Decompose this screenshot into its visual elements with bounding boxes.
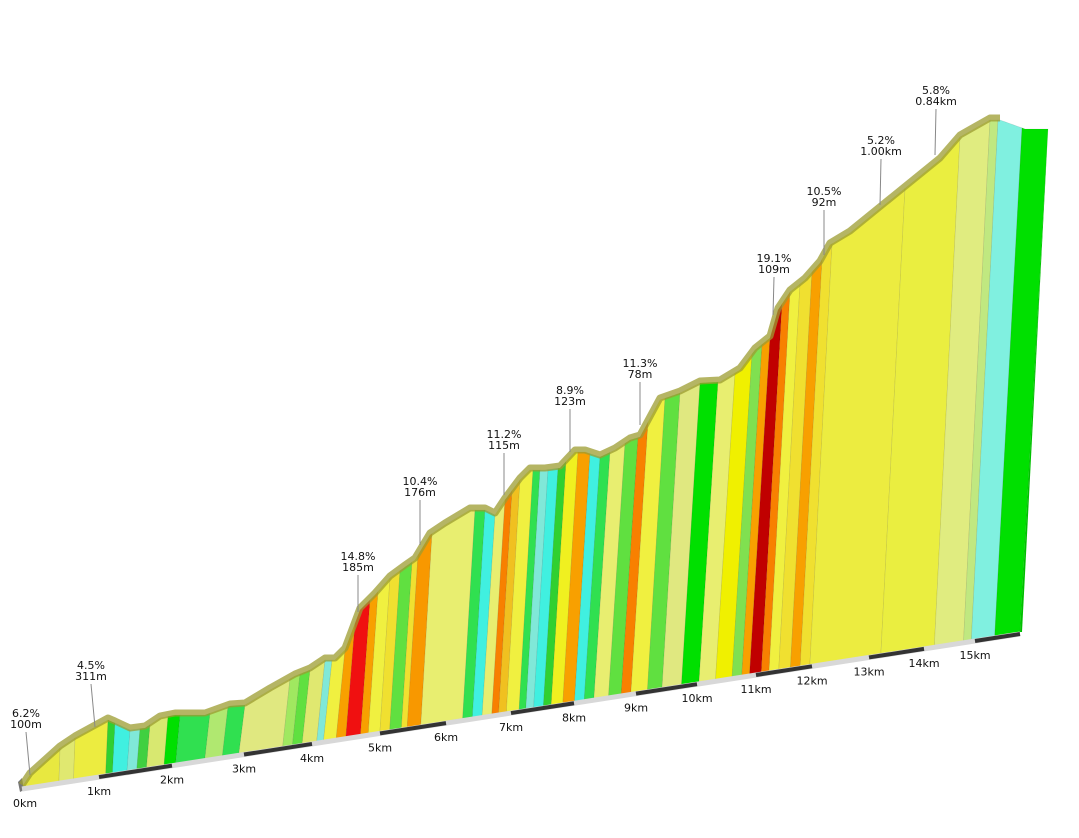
x-tick-label: 8km bbox=[562, 711, 586, 724]
axis-km-band bbox=[974, 632, 1021, 643]
annotation: 11.2%115m bbox=[487, 428, 522, 495]
x-tick-label: 5km bbox=[368, 741, 392, 754]
axis-km-band bbox=[868, 646, 925, 660]
annotation-gradient: 19.1% bbox=[757, 252, 792, 265]
x-tick-label: 13km bbox=[853, 665, 884, 678]
annotation-length: 0.84km bbox=[915, 95, 957, 108]
profile-top-edge bbox=[19, 114, 1000, 787]
axis-km-band bbox=[635, 682, 698, 696]
annotation-gradient: 10.4% bbox=[403, 475, 438, 488]
distance-axis bbox=[21, 631, 1021, 792]
x-tick-label: 11km bbox=[740, 683, 771, 696]
annotation-length: 123m bbox=[554, 395, 586, 408]
annotation-gradient: 5.2% bbox=[867, 134, 895, 147]
profile-strips bbox=[18, 119, 1049, 792]
profile-edge bbox=[19, 114, 1000, 787]
x-tick-label: 9km bbox=[624, 702, 648, 715]
x-tick-label: 6km bbox=[434, 731, 458, 744]
annotation: 6.2%100m bbox=[10, 707, 42, 776]
annotation-length: 100m bbox=[10, 718, 42, 731]
annotation-length: 311m bbox=[75, 670, 107, 683]
annotation-gradient: 4.5% bbox=[77, 659, 105, 672]
x-tick-label: 2km bbox=[160, 774, 184, 787]
x-tick-label: 3km bbox=[232, 763, 256, 776]
annotation: 14.8%185m bbox=[341, 550, 376, 612]
annotation-gradient: 11.2% bbox=[487, 428, 522, 441]
axis-km-band bbox=[98, 763, 173, 780]
annotation: 4.5%311m bbox=[75, 659, 107, 728]
annotation-length: 92m bbox=[812, 196, 837, 209]
x-tick-label: 1km bbox=[87, 785, 111, 798]
annotation-gradient: 5.8% bbox=[922, 84, 950, 97]
profile-segment bbox=[994, 127, 1049, 637]
x-tick-label: 10km bbox=[681, 692, 712, 705]
annotation: 5.2%1.00km bbox=[860, 134, 902, 206]
annotation-length: 176m bbox=[404, 486, 436, 499]
annotation: 11.3%78m bbox=[623, 357, 658, 425]
segment-annotations: 6.2%100m4.5%311m14.8%185m10.4%176m11.2%1… bbox=[10, 84, 957, 776]
annotation-length: 78m bbox=[628, 368, 653, 381]
annotation-length: 1.00km bbox=[860, 145, 902, 158]
x-tick-label: 14km bbox=[908, 657, 939, 670]
annotation-gradient: 14.8% bbox=[341, 550, 376, 563]
x-tick-label: 0km bbox=[13, 797, 37, 810]
annotation: 10.5%92m bbox=[807, 185, 842, 255]
annotation-gradient: 10.5% bbox=[807, 185, 842, 198]
annotation: 5.8%0.84km bbox=[915, 84, 957, 156]
x-tick-label: 7km bbox=[499, 721, 523, 734]
profile-segment bbox=[175, 712, 211, 764]
x-tick-label: 4km bbox=[300, 752, 324, 765]
annotation-leader bbox=[25, 731, 31, 776]
annotation-gradient: 11.3% bbox=[623, 357, 658, 370]
profile-end-face bbox=[1020, 129, 1048, 632]
axis-km-band bbox=[243, 741, 313, 757]
annotation-length: 115m bbox=[488, 439, 520, 452]
annotation-length: 109m bbox=[758, 263, 790, 276]
annotation-leader bbox=[90, 683, 96, 728]
annotation-leader bbox=[772, 276, 775, 316]
axis-km-band bbox=[755, 664, 813, 677]
annotation-leader bbox=[879, 158, 882, 206]
annotation-gradient: 8.9% bbox=[556, 384, 584, 397]
annotation: 19.1%109m bbox=[757, 252, 792, 316]
annotation: 8.9%123m bbox=[554, 384, 586, 452]
annotation-length: 185m bbox=[342, 561, 374, 574]
x-tick-label: 12km bbox=[796, 674, 827, 687]
annotation: 10.4%176m bbox=[403, 475, 438, 545]
annotation-gradient: 6.2% bbox=[12, 707, 40, 720]
axis-km-band bbox=[510, 701, 575, 716]
annotation-leader bbox=[934, 108, 937, 156]
axis-km-band bbox=[379, 721, 447, 736]
x-tick-label: 15km bbox=[959, 649, 990, 662]
distance-tick-labels: 0km 1km 2km 3km 4km 5km 6km 7km 8km 9km 10km 11km 12… bbox=[13, 649, 991, 810]
profile-segment bbox=[971, 119, 1023, 640]
